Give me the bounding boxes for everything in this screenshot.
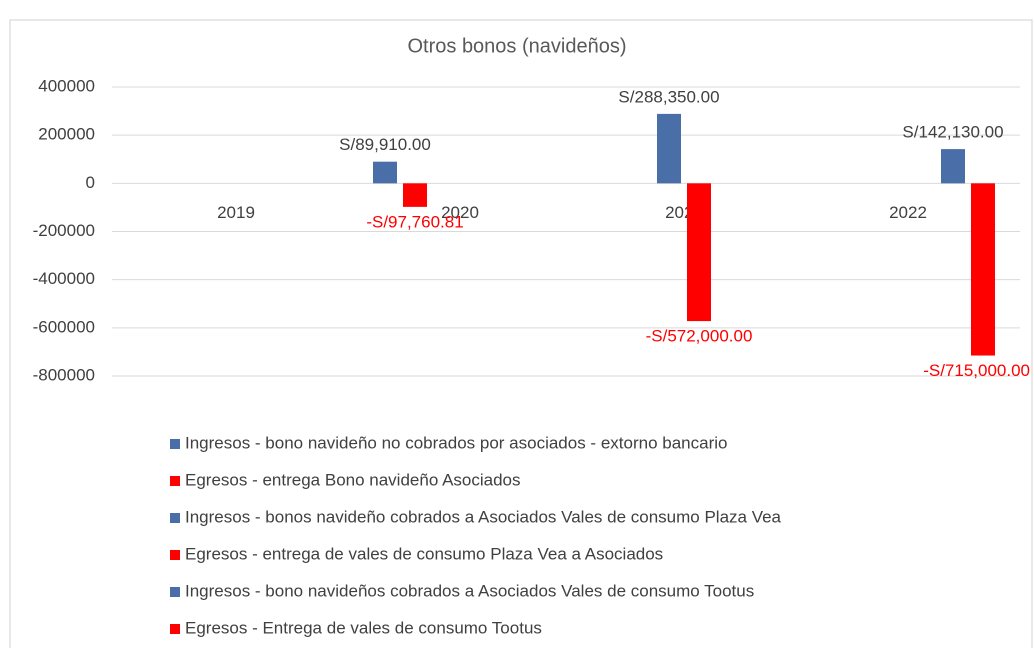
chart-title: Otros bonos (navideños) xyxy=(407,35,626,57)
bar xyxy=(373,161,397,184)
legend-label: Egresos - entrega Bono navideño Asociado… xyxy=(185,470,521,489)
legend-label: Egresos - Entrega de vales de consumo To… xyxy=(185,618,542,637)
legend-swatch xyxy=(170,476,180,486)
bar xyxy=(403,183,427,207)
data-label: -S/572,000.00 xyxy=(646,327,753,346)
data-label: S/89,910.00 xyxy=(339,135,431,154)
y-tick-label: -600000 xyxy=(33,317,95,336)
bar xyxy=(971,183,995,356)
y-tick-label: 400000 xyxy=(38,76,95,95)
bar xyxy=(687,183,711,322)
y-tick-label: 0 xyxy=(86,173,95,192)
y-tick-label: -200000 xyxy=(33,221,95,240)
legend-swatch xyxy=(170,550,180,560)
data-label: -S/97,760.81 xyxy=(366,212,463,231)
x-tick-label: 2022 xyxy=(889,203,927,222)
data-label: S/288,350.00 xyxy=(618,87,719,106)
legend-swatch xyxy=(170,513,180,523)
legend-swatch xyxy=(170,624,180,634)
bar xyxy=(941,149,965,184)
x-tick-label: 2019 xyxy=(217,203,255,222)
legend-swatch xyxy=(170,587,180,597)
legend-label: Ingresos - bonos navideño cobrados a Aso… xyxy=(185,507,782,526)
x-tick-label: 2020 xyxy=(441,203,479,222)
y-tick-label: -800000 xyxy=(33,365,95,384)
data-label: -S/715,000.00 xyxy=(923,361,1030,380)
legend-label: Egresos - entrega de vales de consumo Pl… xyxy=(185,544,663,563)
bar xyxy=(657,113,681,184)
chart-border xyxy=(9,19,1033,648)
data-label: S/142,130.00 xyxy=(902,123,1003,142)
y-tick-label: -400000 xyxy=(33,269,95,288)
legend-label: Ingresos - bono navideños cobrados a Aso… xyxy=(185,581,754,600)
legend-label: Ingresos - bono navideño no cobrados por… xyxy=(185,433,727,452)
legend-swatch xyxy=(170,439,180,449)
y-tick-label: 200000 xyxy=(38,125,95,144)
